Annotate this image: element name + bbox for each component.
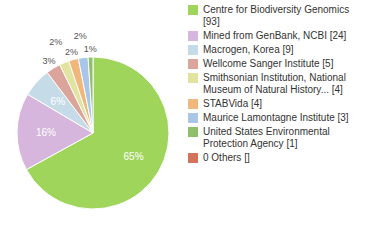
html-text:Maurice Lamontagne Institute [: Maurice Lamontagne Institute [3] bbox=[203, 112, 349, 123]
svg-text:2%: 2% bbox=[65, 47, 78, 57]
html-text:Centre for Biodiversity Genomi: Centre for Biodiversity Genomics [93] bbox=[203, 4, 350, 27]
svg-text:2%: 2% bbox=[49, 37, 62, 47]
svg-text:16%: 16% bbox=[36, 127, 56, 138]
html-text:STABVida [4]: STABVida [4] bbox=[203, 98, 263, 109]
html-text:Macrogen, Korea [9]: Macrogen, Korea [9] bbox=[203, 44, 294, 55]
html-text:Smithsonian Institution, Natio: Smithsonian Institution, National Museum… bbox=[203, 72, 346, 95]
svg-text:2%: 2% bbox=[74, 31, 87, 41]
svg-text:6%: 6% bbox=[51, 96, 66, 107]
svg-text:65%: 65% bbox=[124, 151, 144, 162]
html-text:United States Environmental Pr: United States Environmental Protection A… bbox=[203, 126, 330, 149]
html-text:Wellcome Sanger Institute [5]: Wellcome Sanger Institute [5] bbox=[203, 58, 334, 69]
svg-text:3%: 3% bbox=[43, 56, 56, 66]
html-text:0 Others []: 0 Others [] bbox=[203, 152, 250, 163]
html-text:Mined from GenBank, NCBI [24]: Mined from GenBank, NCBI [24] bbox=[203, 30, 347, 41]
svg-text:1%: 1% bbox=[84, 44, 97, 54]
